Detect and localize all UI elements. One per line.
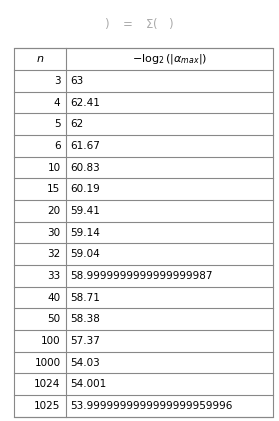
Text: 30: 30: [47, 228, 61, 237]
Text: 57.37: 57.37: [71, 336, 100, 346]
Text: 54.001: 54.001: [71, 379, 107, 389]
Bar: [14, 48, 273, 417]
Text: 61.67: 61.67: [71, 141, 100, 151]
Text: $n$: $n$: [36, 54, 44, 64]
Text: 58.9999999999999999987: 58.9999999999999999987: [71, 271, 213, 281]
Text: 32: 32: [47, 249, 61, 259]
Text: 62: 62: [71, 119, 84, 129]
Text: 20: 20: [47, 206, 61, 216]
Text: 1024: 1024: [34, 379, 61, 389]
Text: 1000: 1000: [34, 357, 61, 368]
Text: 3: 3: [54, 76, 61, 86]
Text: 60.83: 60.83: [71, 163, 100, 173]
Text: $-\log_2(|\alpha_{max}|)$: $-\log_2(|\alpha_{max}|)$: [132, 52, 207, 66]
Text: 10: 10: [47, 163, 61, 173]
Text: $)$   $=$   $\Sigma($   $)$: $)$ $=$ $\Sigma($ $)$: [104, 16, 175, 31]
Text: 60.19: 60.19: [71, 184, 100, 194]
Text: 50: 50: [47, 314, 61, 324]
Text: 33: 33: [47, 271, 61, 281]
Text: 63: 63: [71, 76, 84, 86]
Text: 59.14: 59.14: [71, 228, 100, 237]
Text: 58.71: 58.71: [71, 293, 100, 303]
Text: 15: 15: [47, 184, 61, 194]
Text: 6: 6: [54, 141, 61, 151]
Text: 100: 100: [41, 336, 61, 346]
Text: 53.9999999999999999959996: 53.9999999999999999959996: [71, 401, 233, 411]
Text: 40: 40: [47, 293, 61, 303]
Text: 1025: 1025: [34, 401, 61, 411]
Text: 62.41: 62.41: [71, 98, 100, 108]
Text: 54.03: 54.03: [71, 357, 100, 368]
Text: 4: 4: [54, 98, 61, 108]
Text: 59.41: 59.41: [71, 206, 100, 216]
Text: 58.38: 58.38: [71, 314, 100, 324]
Text: 5: 5: [54, 119, 61, 129]
Text: 59.04: 59.04: [71, 249, 100, 259]
